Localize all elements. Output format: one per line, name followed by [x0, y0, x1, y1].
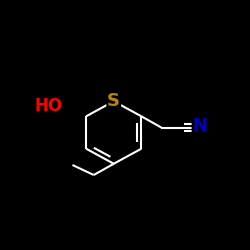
Text: S: S	[107, 92, 120, 110]
Text: HO: HO	[35, 97, 63, 115]
Text: N: N	[192, 117, 208, 135]
